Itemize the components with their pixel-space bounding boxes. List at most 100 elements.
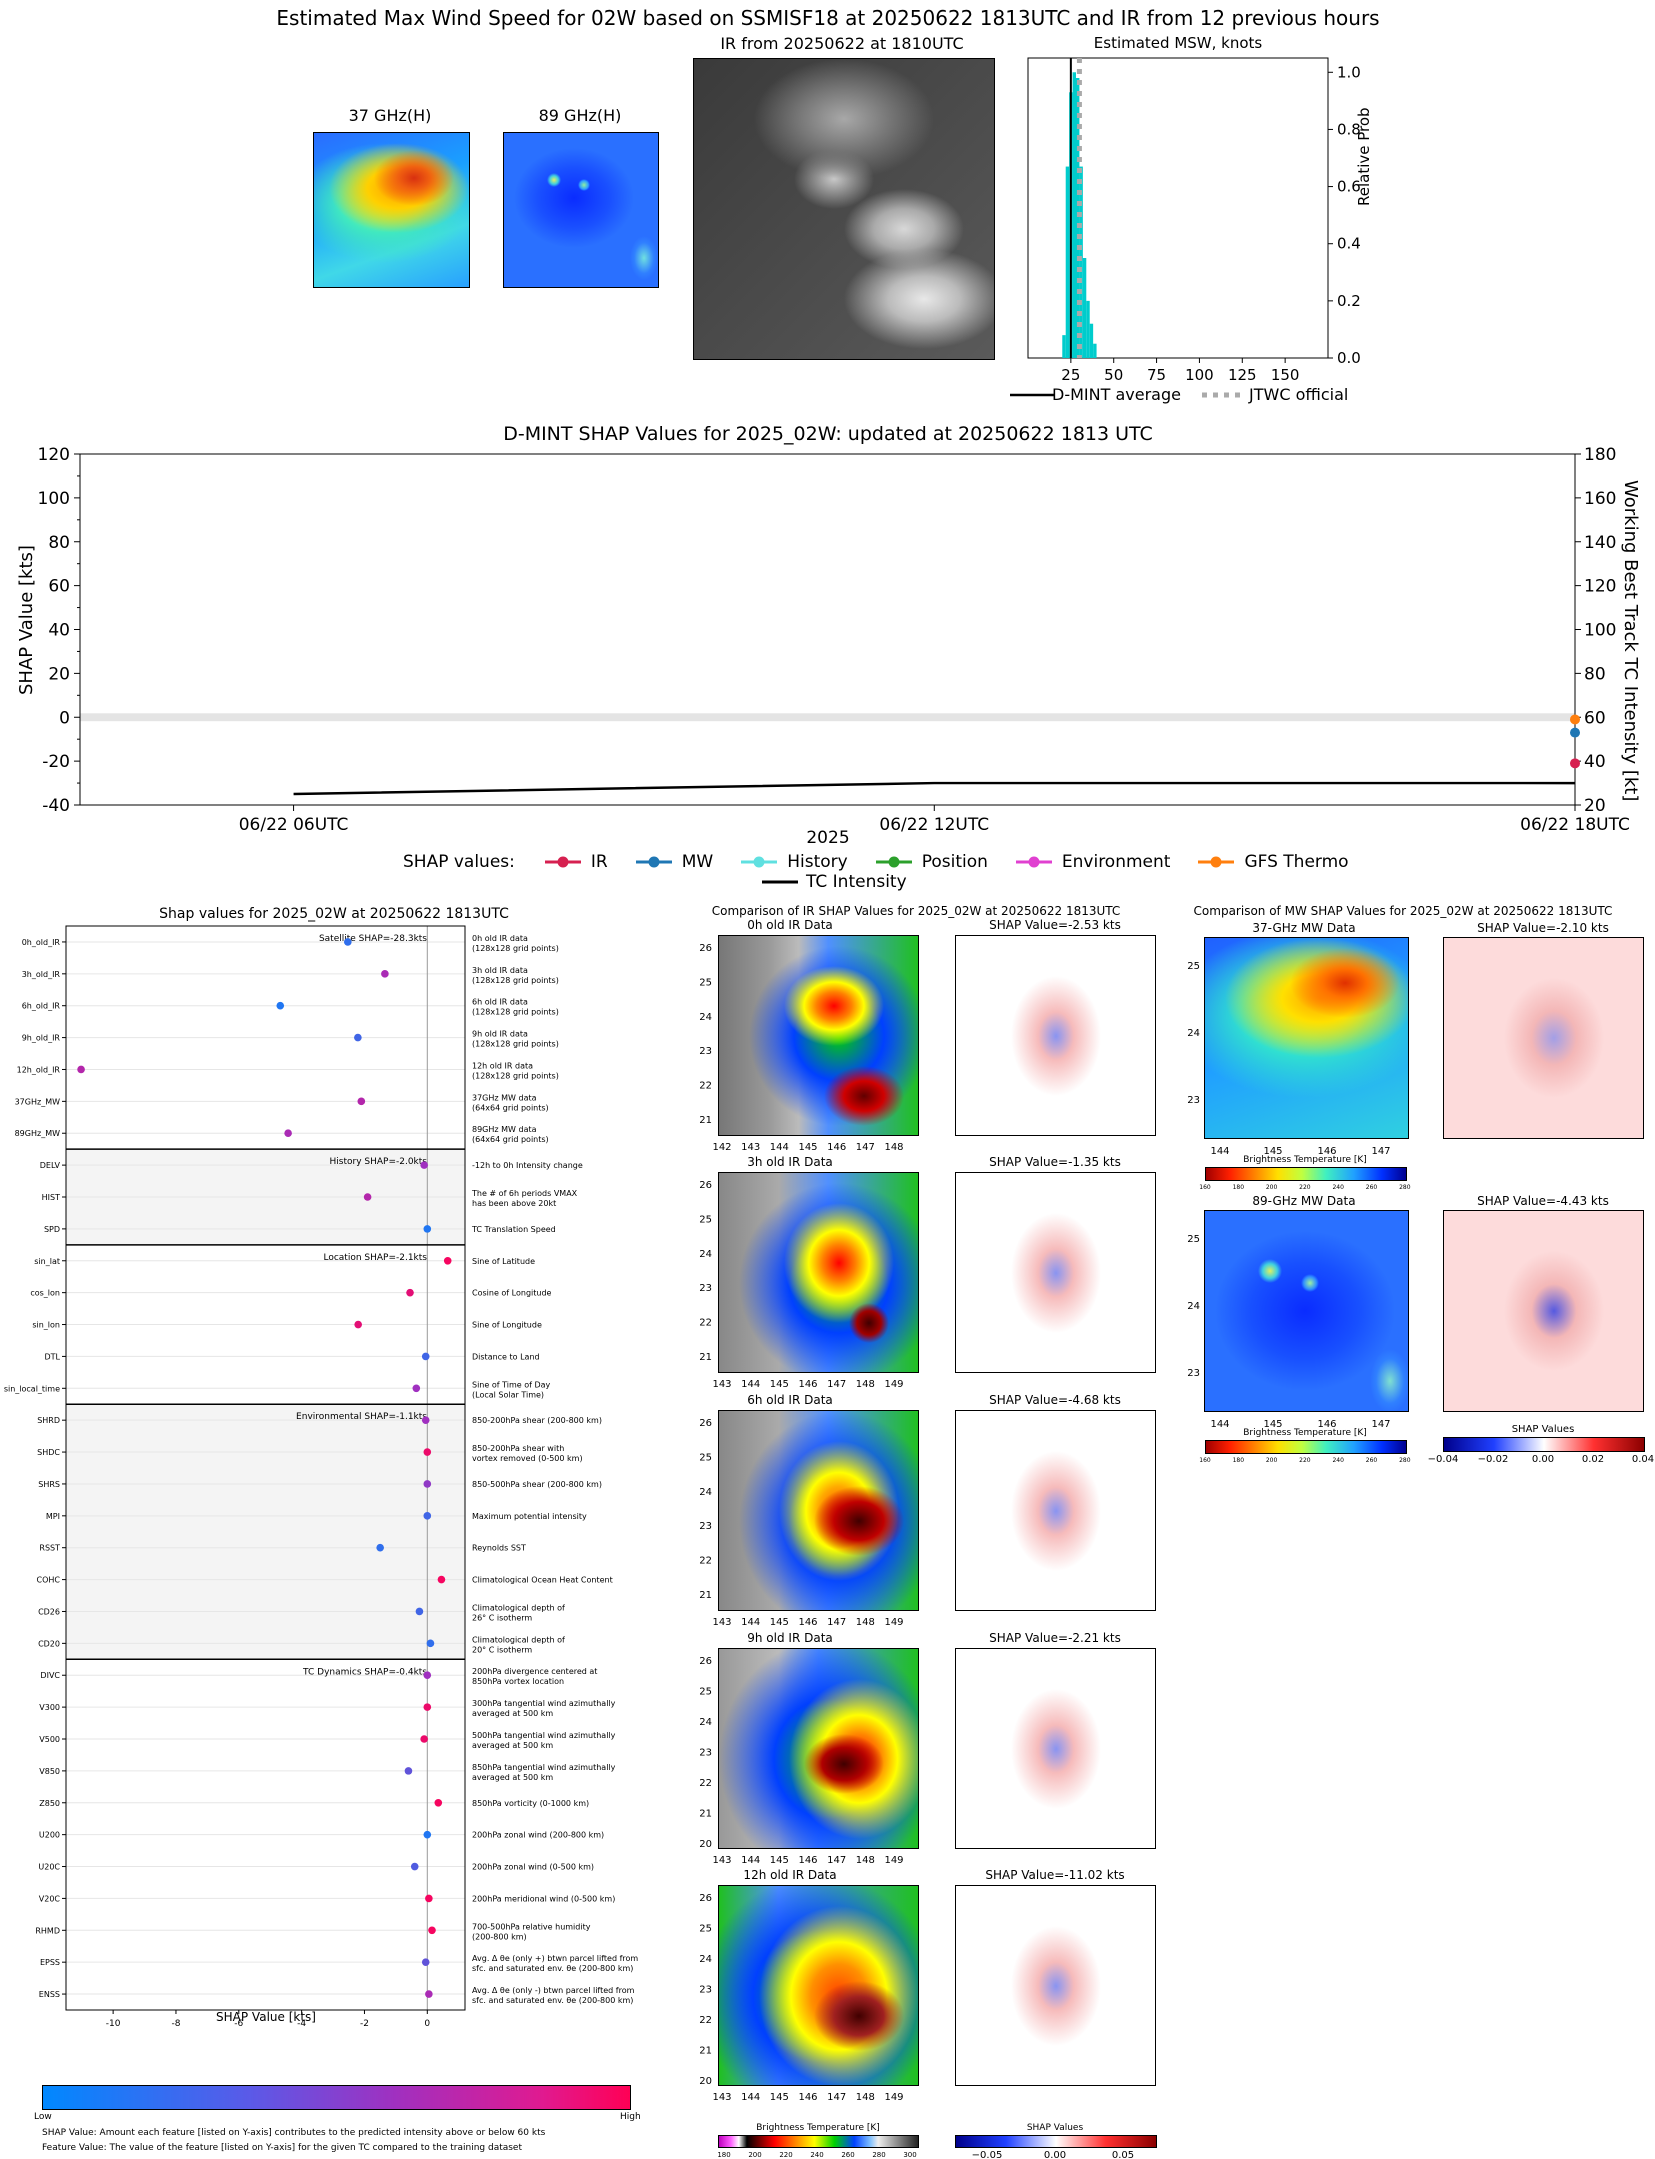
shap-feature-desc: 700-500hPa relative humidity: [472, 1922, 591, 1931]
ir-row-right-title: SHAP Value=-2.53 kts: [989, 918, 1121, 932]
mw-data-image: [1204, 937, 1409, 1139]
ir-ytick-label: 25: [699, 1452, 712, 1463]
ts-legend-item: IR: [543, 852, 608, 872]
msw-bar: [1062, 335, 1066, 358]
ir-xtick-label: 147: [856, 1142, 875, 1153]
ir-xtick-label: 144: [770, 1142, 789, 1153]
msw-ytick-label: 1.0: [1337, 63, 1361, 81]
ir-ytick-label: 21: [699, 1352, 712, 1363]
shap-feature-name: RSST: [39, 1544, 60, 1553]
shap-point: [428, 1926, 436, 1935]
ir-xtick-label: 149: [884, 2092, 903, 2103]
shap-feature-name: 37GHz_MW: [15, 1097, 60, 1106]
shap-summary-plot: Satellite SHAP=-28.3kts History SHAP=-2.0…: [4, 925, 638, 2029]
shap-feature-name: sin_local_time: [4, 1384, 60, 1393]
shap-feature-name: V850: [39, 1767, 60, 1776]
msw-bar: [1089, 323, 1094, 358]
ir-ytick-label: 26: [699, 1893, 712, 1904]
shap-feature-desc: 200hPa divergence centered at: [472, 1667, 597, 1676]
shap-point: [421, 1352, 430, 1361]
shap-feature-desc: 850hPa vortex location: [472, 1677, 564, 1686]
mw-bt-tick: 260: [1366, 1184, 1378, 1191]
shap-feature-desc: Sine of Longitude: [472, 1321, 542, 1330]
ir-bt-colorbar: [718, 2135, 919, 2148]
ir-xtick-label: 147: [827, 1617, 846, 1628]
shap-point: [423, 1671, 432, 1680]
shap-feature-name: 89GHz_MW: [15, 1129, 60, 1138]
shap-feature-desc: 6h old IR data: [472, 998, 528, 1007]
ts-xtick-label: 06/22 18UTC: [1520, 815, 1630, 835]
shap-feature-desc: vortex removed (0-500 km): [472, 1454, 583, 1463]
shap-feature-desc: 89GHz MW data: [472, 1125, 537, 1134]
mw-bt-tick: 200: [1266, 1457, 1278, 1464]
ir-xtick-label: 146: [798, 1379, 817, 1390]
shap-feature-desc: 850-200hPa shear with: [472, 1444, 564, 1453]
footnote-1: SHAP Value: Amount each feature [listed …: [42, 2128, 546, 2138]
ir-xtick-label: 145: [770, 1617, 789, 1628]
top-title: Estimated Max Wind Speed for 02W based o…: [276, 6, 1380, 30]
shap-feature-name: 6h_old_IR: [22, 1002, 61, 1011]
mw-ytick-label: 23: [1187, 1368, 1200, 1379]
shap-feature-desc: 850hPa vorticity (0-1000 km): [472, 1799, 589, 1808]
shap-feature-name: ENSS: [39, 1990, 60, 1999]
ir-ytick-label: 25: [699, 1214, 712, 1225]
ir-xtick-label: 149: [884, 1617, 903, 1628]
ts-axes: [79, 453, 1576, 806]
mw-row-left-title: 37-GHz MW Data: [1252, 921, 1356, 935]
shap-feature-name: MPI: [46, 1512, 60, 1521]
shap-feature-name: COHC: [37, 1576, 61, 1585]
shap-xtick-label: -10: [106, 2019, 121, 2029]
msw-bar: [1072, 72, 1076, 359]
shap-point: [421, 1958, 430, 1966]
shap-group-label: Location SHAP=-2.1kts: [323, 1253, 427, 1263]
ir-shap-colorbar: [955, 2135, 1157, 2148]
ir-cmp-title: Comparison of IR SHAP Values for 2025_02…: [711, 904, 1121, 918]
shap-feature-name: U20C: [38, 1863, 60, 1872]
shap-feature-desc: Avg. Δ θe (only +) btwn parcel lifted fr…: [472, 1954, 638, 1963]
msw-xtick-label: 50: [1104, 366, 1123, 384]
ir-ytick-label: 21: [699, 1809, 712, 1820]
shap-point: [423, 1225, 432, 1233]
shap-feature-name: cos_lon: [30, 1289, 60, 1298]
shap-xtick-label: -4: [297, 2019, 306, 2029]
shap-feature-desc: TC Translation Speed: [471, 1225, 556, 1234]
ts-ylabel-left: SHAP Value [kts]: [16, 545, 37, 695]
shap-point: [426, 1639, 435, 1648]
ts-legend-item: GFS Thermo: [1196, 852, 1349, 872]
msw-legend: [1010, 393, 1054, 397]
ir-xtick-label: 144: [741, 1617, 760, 1628]
ir-shap-image: [955, 1885, 1156, 2086]
shap-feature-name: U200: [39, 1831, 60, 1840]
shap-feature-desc: (200-800 km): [472, 1932, 527, 1941]
shap-point: [354, 1320, 362, 1329]
shap-point-gfs-thermo: [1570, 714, 1580, 725]
ir-row-left-title: 3h old IR Data: [747, 1155, 833, 1169]
shap-feature-desc: has been above 20kt: [472, 1199, 556, 1208]
ts-ytick-label: 100: [38, 489, 70, 509]
shap-point: [344, 938, 352, 946]
shap-feature-desc: averaged at 500 km: [472, 1709, 553, 1718]
msw-bar: [1086, 300, 1090, 358]
shap-point: [363, 1193, 372, 1201]
shap-feature-name: SHDC: [37, 1448, 60, 1457]
mw-xtick-label: 144: [1210, 1419, 1229, 1430]
mw-shap-ticks: −0.04 −0.02 0.00 0.02 0.04: [1428, 1454, 1654, 1465]
ir-bt-label: Brightness Temperature [K]: [756, 2123, 880, 2133]
shap-feature-desc: Climatological Ocean Heat Content: [472, 1576, 613, 1585]
shap-feature-desc: Reynolds SST: [472, 1544, 526, 1553]
shap-xtick-label: -2: [360, 2019, 369, 2029]
ir-ytick-label: 23: [699, 1046, 712, 1057]
ts-legend-tc-label: TC Intensity: [806, 872, 907, 892]
shap-feature-desc: (128x128 grid points): [472, 976, 559, 985]
shap-feature-desc: averaged at 500 km: [472, 1741, 553, 1750]
mw-bt-tick: 160: [1199, 1184, 1211, 1191]
mw-ytick-label: 25: [1187, 961, 1200, 972]
shap-point: [357, 1097, 366, 1106]
ts-ytick-label: 120: [38, 445, 70, 465]
shap-feature-name: CD20: [38, 1639, 60, 1648]
shap-feature-desc: Distance to Land: [472, 1352, 540, 1361]
shap-point: [404, 1767, 413, 1775]
ir-row-left-title: 9h old IR Data: [747, 1631, 833, 1645]
ir-ytick-label: 22: [699, 1318, 712, 1329]
mw-bt-tick: 280: [1399, 1457, 1411, 1464]
